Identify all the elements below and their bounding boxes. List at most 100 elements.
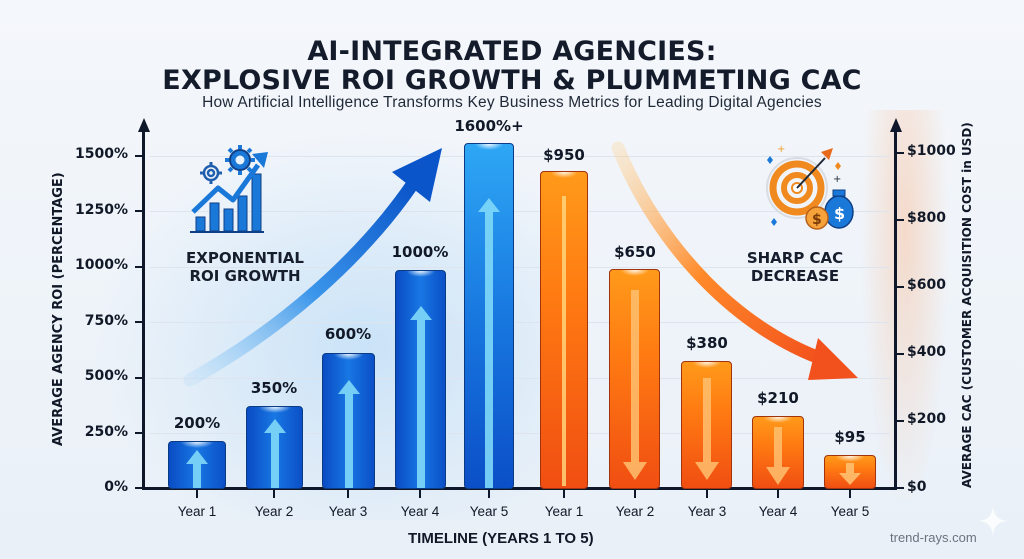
cac-glow: [860, 110, 950, 510]
x-tick: [196, 489, 198, 498]
chart-title-line2: EXPLOSIVE ROI GROWTH & PLUMMETING CAC: [162, 65, 862, 96]
svg-text:+: +: [777, 144, 785, 155]
left-y-axis: [142, 128, 145, 490]
x-axis: [142, 487, 897, 490]
roi-bar-year3[interactable]: [322, 353, 375, 489]
cac-bar-year4[interactable]: [752, 416, 804, 489]
y-tick: [896, 353, 904, 355]
y2-tick-label: $200: [907, 411, 946, 427]
y-tick: [896, 219, 904, 221]
y-tick: [896, 152, 904, 154]
x-tick: [273, 489, 275, 498]
up-arrow-icon: [409, 306, 432, 488]
roi-value-label: 1000%: [391, 243, 449, 261]
cac-bar-year1[interactable]: [540, 171, 588, 489]
y-tick-label: 1000%: [75, 257, 128, 273]
y-tick-label: 500%: [84, 368, 128, 384]
cac-value-label: $950: [543, 146, 585, 164]
cac-trend-arrow-icon: [611, 141, 858, 380]
cac-bar-year3[interactable]: [681, 361, 732, 489]
y2-tick-label: $800: [907, 210, 946, 226]
y-tick: [135, 432, 143, 434]
roi-value-label: 350%: [250, 379, 298, 397]
cac-value-label: $210: [757, 389, 799, 407]
down-arrow-icon: [622, 290, 647, 480]
up-arrow-icon: [337, 380, 360, 488]
cac-callout-line2: DECREASE: [750, 267, 840, 285]
roi-bar-year2[interactable]: [246, 406, 303, 489]
roi-value-label: 200%: [173, 414, 221, 432]
x-tick-label: Year 3: [328, 504, 368, 519]
down-arrow-icon: [562, 196, 566, 486]
x-tick-label: Year 4: [758, 504, 798, 519]
x-tick: [419, 489, 421, 498]
svg-text:$: $: [834, 204, 845, 223]
gridline: [150, 378, 890, 379]
gridline: [150, 211, 890, 212]
y2-tick-label: $1000: [907, 143, 956, 159]
cac-bar-year5[interactable]: [824, 455, 876, 489]
x-tick-label: Year 1: [177, 504, 217, 519]
down-arrow-icon: [694, 378, 719, 480]
y-tick: [135, 266, 143, 268]
y-tick: [896, 286, 904, 288]
x-tick-label: Year 5: [830, 504, 870, 519]
left-axis-arrow-icon: [137, 118, 150, 132]
up-arrow-icon: [478, 198, 500, 488]
cac-target-money-icon: + + $ $: [766, 144, 854, 230]
y-tick: [135, 210, 143, 212]
y-tick-label: 250%: [84, 424, 128, 440]
roi-bar-year1[interactable]: [168, 441, 226, 489]
gridline: [150, 156, 890, 157]
y-tick-label: 1250%: [75, 202, 128, 218]
chart-subtitle: How Artificial Intelligence Transforms K…: [202, 94, 822, 111]
x-tick: [777, 489, 779, 498]
roi-value-label: 600%: [324, 325, 372, 343]
right-axis-title: AVERAGE CAC (CUSTOMER ACQUISITION COST i…: [960, 122, 974, 488]
up-arrow-icon: [186, 450, 208, 488]
cac-bar-year2[interactable]: [609, 269, 660, 489]
x-tick-label: Year 1: [544, 504, 584, 519]
down-arrow-icon: [839, 463, 861, 485]
y-tick-label: 0%: [104, 479, 128, 495]
svg-text:$: $: [812, 212, 822, 228]
x-tick-label: Year 3: [687, 504, 727, 519]
roi-bar-year4[interactable]: [395, 270, 446, 489]
right-y-axis: [894, 128, 897, 490]
watermark: trend-rays.com: [890, 530, 977, 545]
x-tick-label: Year 4: [400, 504, 440, 519]
x-tick: [488, 489, 490, 498]
x-tick: [634, 489, 636, 498]
cac-value-label: $95: [834, 428, 866, 446]
x-tick-label: Year 2: [615, 504, 655, 519]
sparkle-icon: [978, 506, 1008, 536]
x-tick: [706, 489, 708, 498]
chart-title-line1: AI-INTEGRATED AGENCIES:: [307, 36, 717, 67]
y-tick: [135, 321, 143, 323]
y-tick: [135, 377, 143, 379]
roi-trend-arrow-icon: [183, 148, 442, 387]
cac-value-label: $380: [686, 334, 728, 352]
left-axis-title: AVERAGE AGENCY ROI (PERCENTAGE): [51, 172, 66, 446]
x-axis-title: TIMELINE (YEARS 1 TO 5): [408, 530, 594, 547]
svg-text:+: +: [833, 174, 841, 185]
y2-tick-label: $600: [907, 277, 946, 293]
x-tick: [849, 489, 851, 498]
y-tick-label: 1500%: [75, 146, 128, 162]
gridline: [150, 322, 890, 323]
x-tick: [347, 489, 349, 498]
gridline: [150, 267, 890, 268]
x-tick-label: Year 5: [469, 504, 509, 519]
up-arrow-icon: [263, 419, 286, 488]
down-arrow-icon: [766, 427, 790, 485]
y-tick: [135, 155, 143, 157]
x-tick: [563, 489, 565, 498]
roi-bar-year5[interactable]: [464, 143, 514, 489]
y-tick: [896, 487, 904, 489]
x-tick-label: Year 2: [254, 504, 294, 519]
roi-value-label: 1600%+: [454, 117, 524, 135]
roi-callout-line2: ROI GROWTH: [189, 267, 301, 285]
y-tick: [135, 487, 143, 489]
y2-tick-label: $0: [907, 479, 927, 495]
y-tick-label: 750%: [84, 313, 128, 329]
